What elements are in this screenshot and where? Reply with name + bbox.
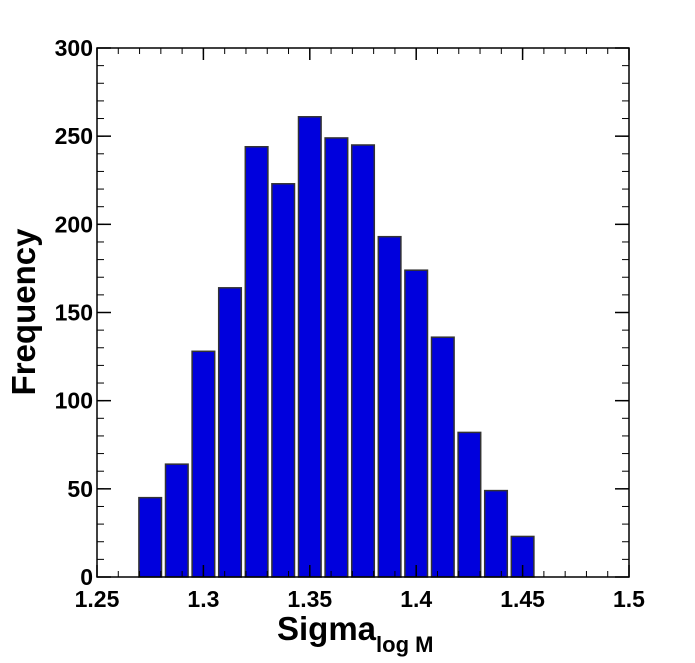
histogram-bar [244,145,269,578]
histogram-bar [271,183,296,578]
y-axis-title: Frequency [5,228,42,396]
histogram-bar [217,287,243,578]
x-axis-title: Sigmalog M [277,610,433,657]
histogram-bar [164,463,189,578]
y-tick-label: 0 [80,564,93,590]
histogram-bar [350,144,376,578]
y-tick-labels: 0 50 100 150 200 250 300 [55,35,93,590]
x-tick-label: 1.3 [187,586,219,612]
histogram-bar [430,336,455,578]
histogram-bar [457,431,482,578]
major-ticks-group [96,47,630,578]
y-tick-label: 150 [55,300,93,326]
histogram-bar [324,137,349,578]
x-axis-title-main: Sigma [277,610,377,647]
y-tick-label: 300 [55,35,93,61]
x-tick-label: 1.4 [400,586,432,612]
bars-group [138,116,535,578]
histogram-bar [483,489,509,578]
x-axis-title-subscript: log M [376,632,433,657]
x-tick-label: 1.25 [75,586,120,612]
histogram-bar [297,116,322,578]
histogram-bar [191,350,216,578]
y-tick-label: 200 [55,211,93,237]
y-tick-label: 100 [55,388,93,414]
y-tick-label: 50 [67,476,93,502]
x-tick-label: 1.5 [613,586,645,612]
y-tick-label: 250 [55,123,93,149]
minor-ticks-group [96,47,630,578]
histogram-bar [138,496,163,578]
x-tick-label: 1.45 [500,586,545,612]
histogram-bar [404,269,429,578]
x-tick-label: 1.35 [287,586,332,612]
x-tick-labels: 1.25 1.3 1.35 1.4 1.45 1.5 [75,586,646,612]
histogram-bar [377,235,402,578]
